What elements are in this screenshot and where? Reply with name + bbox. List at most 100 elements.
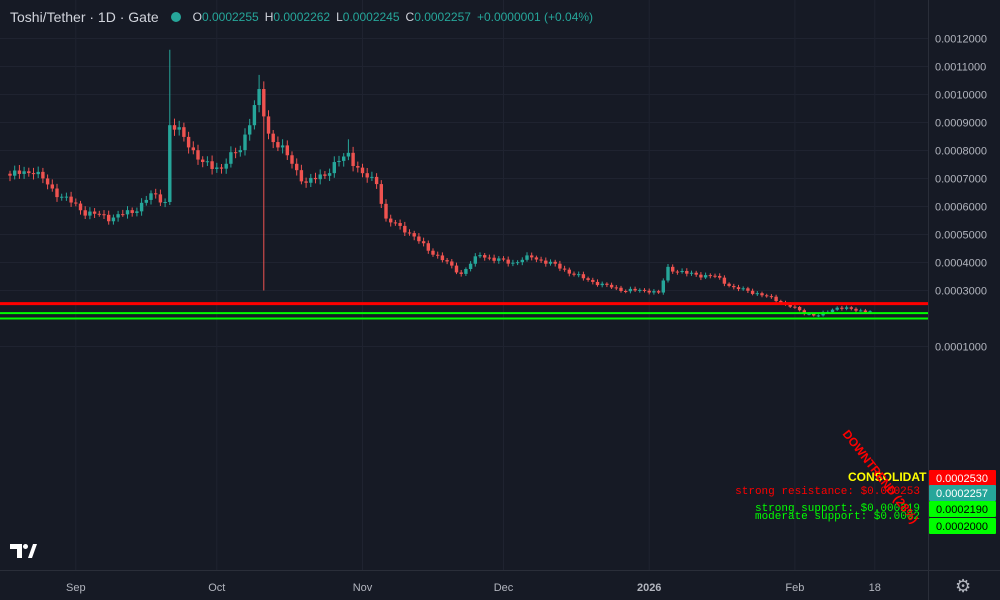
- candle: [210, 155, 214, 175]
- candle-body: [539, 259, 543, 261]
- candle: [548, 259, 553, 266]
- candle: [440, 252, 445, 263]
- candle-body: [74, 202, 78, 204]
- candle-body: [13, 170, 17, 176]
- candle-body: [718, 275, 722, 278]
- candle-body: [168, 125, 172, 202]
- candle: [487, 254, 492, 261]
- candle: [666, 263, 670, 283]
- x-tick-label: Oct: [208, 582, 225, 594]
- candle-body: [633, 288, 637, 291]
- candle-body: [8, 173, 12, 176]
- candle-body: [703, 275, 708, 278]
- candle-body: [182, 127, 186, 137]
- candle-body: [97, 213, 101, 215]
- candle-body: [102, 214, 106, 216]
- candle-body: [779, 301, 783, 303]
- candle: [703, 272, 708, 279]
- x-tick-label: Feb: [785, 582, 804, 594]
- candle-body: [750, 290, 755, 294]
- market-status-icon: [170, 12, 181, 22]
- candle: [816, 314, 821, 318]
- candle: [196, 144, 200, 165]
- candle: [215, 162, 219, 173]
- symbol-legend: Toshi/Tether · 1D · Gate O0.0002255 H0.0…: [10, 7, 593, 27]
- candle: [774, 294, 778, 303]
- candle: [656, 289, 661, 294]
- candle: [309, 173, 313, 188]
- candle-body: [863, 310, 868, 313]
- candle-body: [694, 272, 698, 275]
- candle-body: [849, 307, 853, 309]
- symbol-title[interactable]: Toshi/Tether · 1D · Gate: [10, 9, 159, 25]
- y-tick-label: 0.0004000: [935, 258, 987, 270]
- candle: [280, 139, 285, 154]
- price-axis[interactable]: 0.0012000 0.0011000 0.0010000 0.0009000 0.00…: [935, 34, 987, 354]
- candle-body: [558, 263, 562, 269]
- candle-body: [55, 188, 59, 198]
- candle: [642, 288, 647, 293]
- candle-body: [27, 171, 31, 174]
- candle: [55, 183, 59, 202]
- candle: [497, 256, 501, 264]
- time-axis[interactable]: Sep Oct Nov Dec 2026 Feb 18: [66, 582, 881, 594]
- candle: [572, 271, 576, 277]
- candle-body: [586, 278, 590, 280]
- candle: [313, 172, 318, 184]
- candle-body: [243, 134, 247, 151]
- candle-body: [741, 288, 745, 290]
- candle-body: [525, 255, 529, 260]
- candle: [201, 156, 205, 168]
- candle: [144, 195, 148, 206]
- candle-body: [360, 167, 365, 174]
- candle: [713, 273, 717, 279]
- candle-body: [802, 310, 806, 314]
- candle-body: [309, 177, 313, 183]
- candle: [149, 190, 153, 205]
- y-tick-label: 0.0001000: [935, 342, 987, 354]
- candle: [591, 277, 595, 285]
- candle: [384, 199, 388, 222]
- candle-body: [172, 125, 177, 130]
- candle: [36, 166, 40, 179]
- candle-body: [271, 133, 275, 143]
- candle: [534, 255, 539, 263]
- candle: [257, 74, 261, 113]
- candle-body: [31, 173, 36, 175]
- candle-body: [647, 290, 651, 293]
- candle-body: [384, 203, 388, 219]
- candle: [849, 306, 853, 311]
- candle-body: [426, 243, 430, 251]
- consolidation-label: CONSOLIDAT: [848, 470, 927, 484]
- candle: [111, 214, 116, 225]
- candle-body: [149, 193, 153, 200]
- candle: [299, 164, 304, 185]
- moderate-support-price-tag: 0.0002000: [929, 518, 996, 534]
- candle: [290, 151, 294, 169]
- candle-body: [83, 210, 87, 216]
- candle: [746, 286, 750, 294]
- candle-body: [421, 241, 426, 244]
- candle-body: [807, 313, 811, 315]
- candle-body: [201, 159, 205, 163]
- candle-body: [501, 258, 506, 260]
- candle-body: [41, 171, 45, 179]
- candle: [346, 139, 351, 161]
- candle: [605, 282, 609, 288]
- candle-body: [191, 147, 195, 151]
- candle-body: [154, 193, 158, 195]
- candle-body: [609, 284, 614, 288]
- candle-body: [793, 306, 797, 308]
- candle-body: [868, 311, 872, 313]
- candle: [633, 286, 637, 292]
- candle-body: [572, 273, 576, 275]
- candle: [624, 289, 628, 294]
- candle-body: [356, 166, 360, 168]
- tradingview-logo-icon[interactable]: [8, 540, 38, 562]
- x-tick-label: 18: [869, 582, 881, 594]
- gear-icon[interactable]: ⚙: [955, 576, 972, 596]
- candle-body: [454, 265, 459, 273]
- candle-body: [163, 201, 167, 203]
- price-tag-bg: [929, 470, 996, 486]
